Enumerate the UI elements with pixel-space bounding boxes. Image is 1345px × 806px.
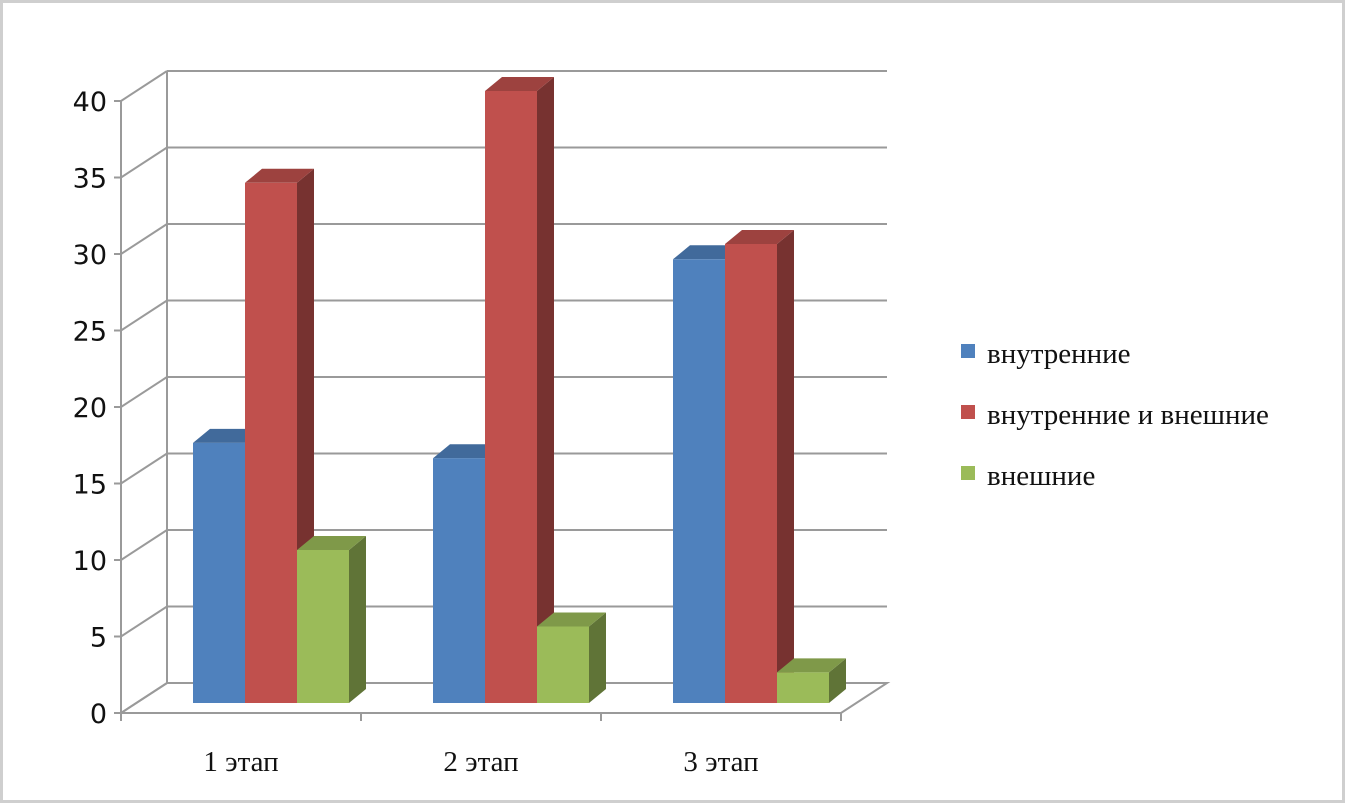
- bar-top: [485, 77, 554, 91]
- gridline-side: [120, 605, 168, 638]
- axes: [114, 100, 891, 721]
- legend-label: внешние: [987, 460, 1095, 492]
- bar-top: [193, 428, 262, 443]
- category-label: 3 этап: [683, 746, 758, 778]
- y-tick-label: 15: [73, 470, 107, 501]
- y-tick-label: 5: [90, 623, 107, 654]
- legend-swatch: [961, 344, 975, 358]
- legend-item: внутренние: [961, 338, 1131, 370]
- bar-side: [349, 536, 366, 703]
- legend-label: внутренние и внешние: [987, 399, 1269, 431]
- legend-swatch: [961, 405, 975, 419]
- bar-front: [297, 550, 349, 703]
- bar-2-2: [485, 77, 554, 703]
- bar-3-3: [777, 658, 846, 703]
- legend-item: внутренние и внешние: [961, 399, 1269, 431]
- y-tick-label: 25: [73, 317, 107, 348]
- chart-svg: 0 5 10 15 20 25 30 35 40 1 этап 2 этап 3 этап внут…: [73, 70, 1269, 778]
- gridline-side: [120, 452, 168, 485]
- bar-front: [777, 672, 829, 703]
- bar-top: [725, 230, 794, 244]
- gridline-side: [120, 299, 168, 332]
- bar-side: [589, 612, 606, 703]
- y-tick-label: 20: [73, 393, 107, 424]
- bar-3-2: [537, 612, 606, 703]
- gridline-side: [120, 529, 168, 561]
- bar-top: [537, 612, 606, 627]
- bar-side: [829, 658, 846, 703]
- legend-swatch: [961, 466, 975, 480]
- bar-top: [777, 658, 846, 673]
- bar-top: [245, 168, 314, 183]
- category-label: 2 этап: [443, 746, 518, 778]
- bar-top: [673, 245, 742, 260]
- bar-side: [777, 230, 794, 703]
- bar-front: [485, 91, 537, 703]
- y-tick-label: 0: [90, 699, 107, 730]
- category-label: 1 этап: [203, 746, 278, 778]
- bar-front: [537, 626, 589, 703]
- category-labels: 1 этап 2 этап 3 этап: [203, 746, 758, 778]
- gridline-side: [120, 146, 168, 179]
- bar-side: [537, 77, 554, 703]
- bars: [193, 77, 846, 704]
- y-tick-label: 35: [73, 164, 107, 195]
- y-tick-labels: 0 5 10 15 20 25 30 35 40: [73, 87, 107, 730]
- bar-front: [245, 182, 297, 704]
- bar-2-3: [725, 230, 794, 703]
- bar-front: [433, 458, 485, 703]
- bar-top: [297, 536, 366, 550]
- y-tick-label: 40: [73, 87, 107, 118]
- gridline-side: [120, 376, 168, 408]
- legend-label: внутренние: [987, 338, 1131, 370]
- gridline-side: [120, 223, 168, 255]
- bar-top: [433, 444, 502, 459]
- bar-front: [673, 259, 725, 703]
- bar-3-1: [297, 536, 366, 703]
- bar-front: [725, 244, 777, 703]
- y-tick-label: 10: [73, 546, 107, 577]
- gridline-side: [120, 70, 168, 102]
- legend: внутренние внутренние и внешние внешние: [961, 338, 1269, 492]
- legend-item: внешние: [961, 460, 1095, 492]
- y-tick-label: 30: [73, 240, 107, 271]
- bar-front: [193, 442, 245, 703]
